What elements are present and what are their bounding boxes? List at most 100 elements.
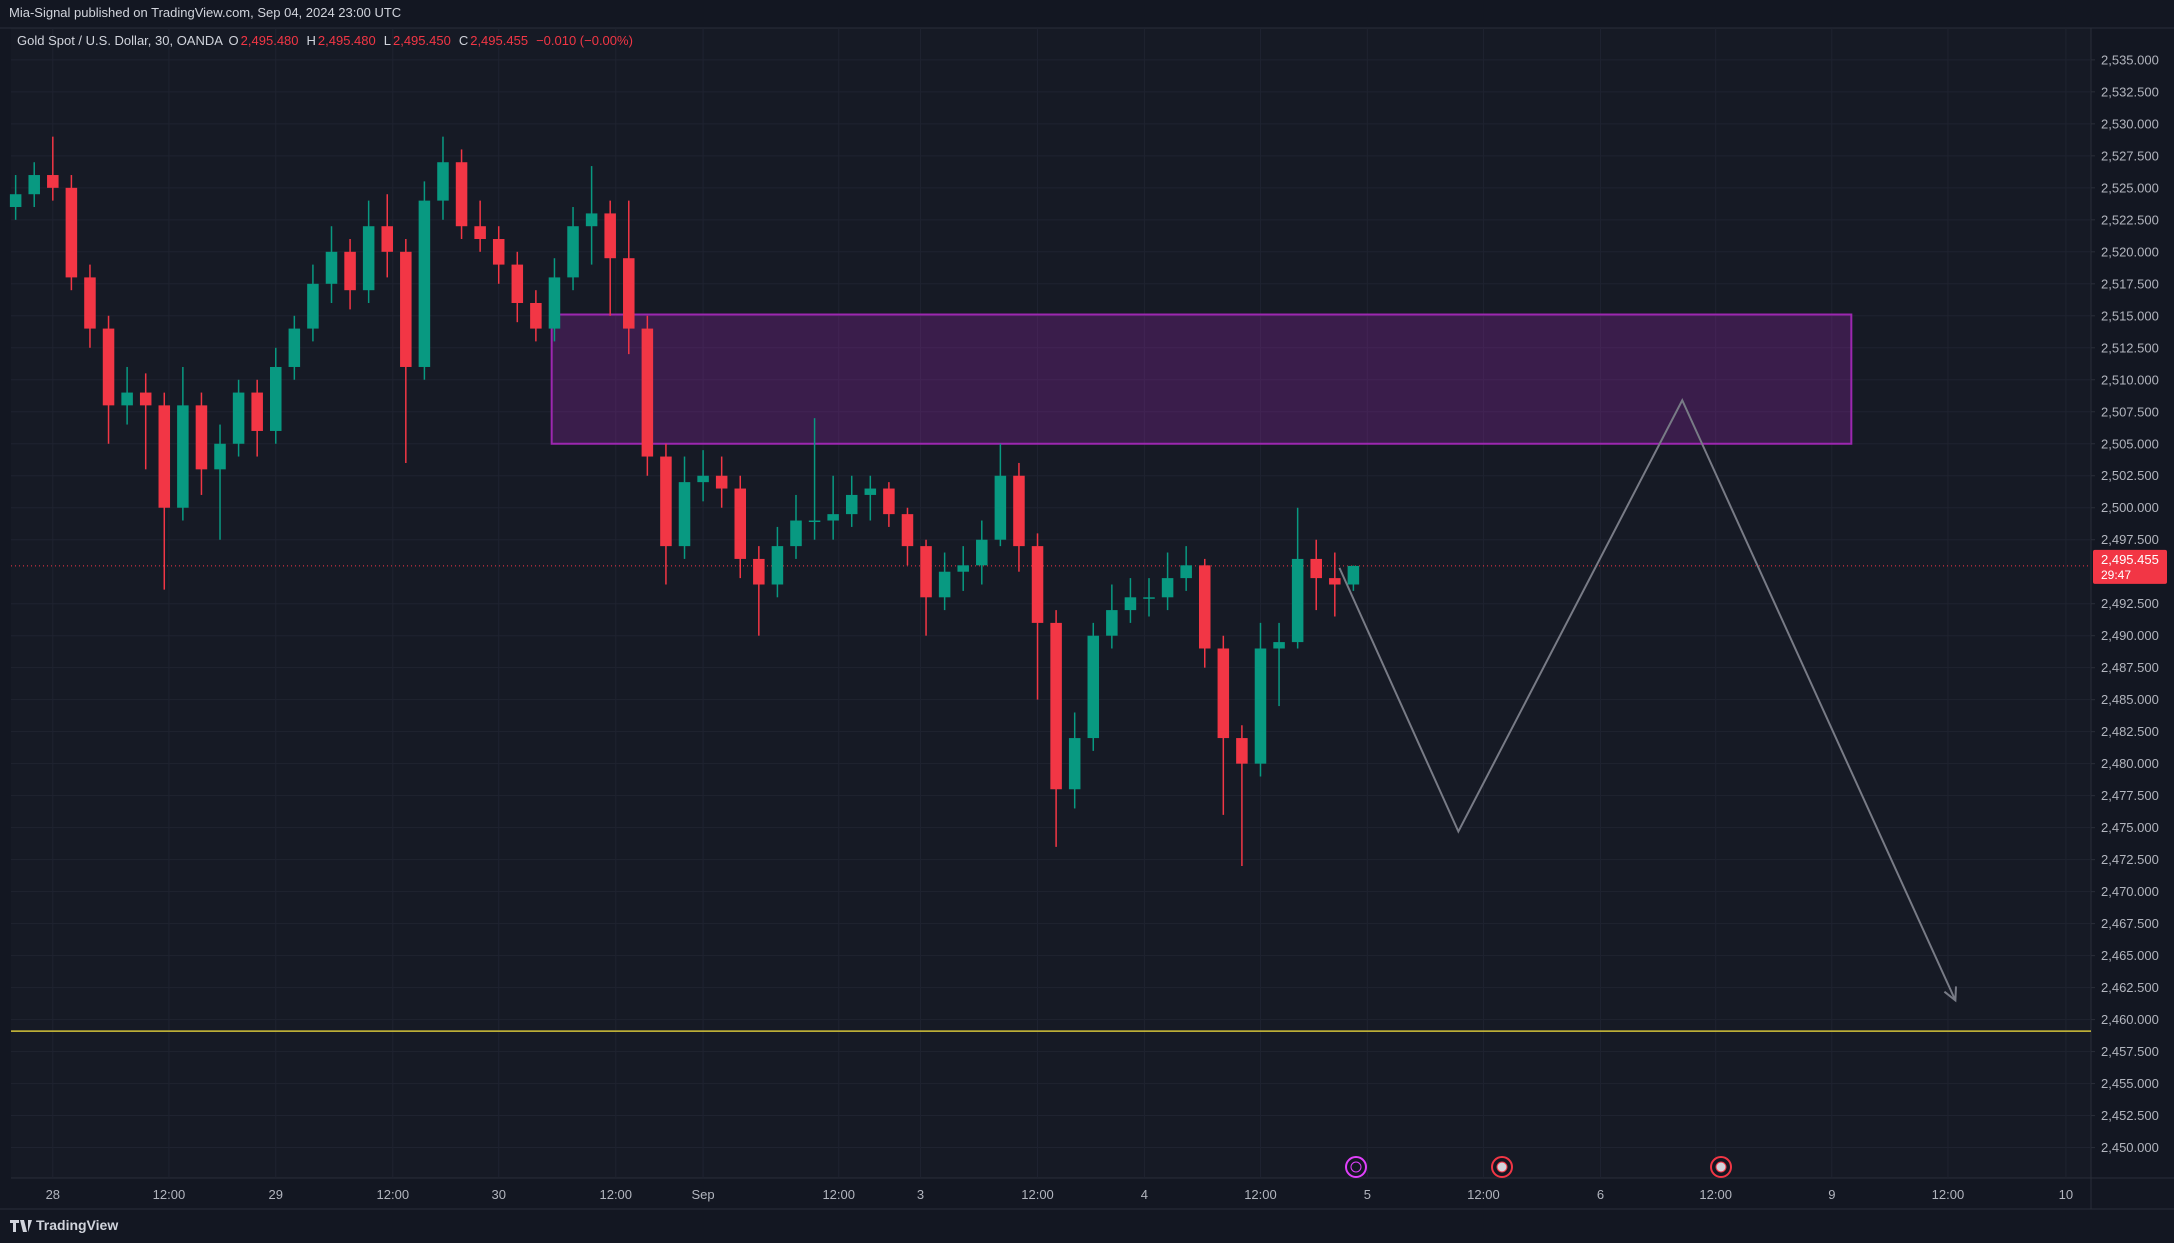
ohlc-key: C [458, 33, 469, 48]
candle-body [1291, 558, 1304, 643]
candle-body [251, 392, 263, 431]
candle-body [1068, 738, 1081, 790]
candle-body [1161, 578, 1174, 598]
y-tick-label: 2,530.000 [2101, 116, 2159, 131]
y-tick-label: 2,455.000 [2101, 1076, 2159, 1091]
y-tick-label: 2,477.500 [2101, 788, 2159, 803]
y-tick-label: 2,462.500 [2101, 980, 2159, 995]
candle-body [734, 488, 747, 559]
candle-body [530, 302, 542, 329]
x-tick-label: 4 [1141, 1187, 1148, 1202]
y-tick-label: 2,460.000 [2101, 1012, 2159, 1027]
candle-body [232, 392, 245, 444]
candle-body [9, 194, 22, 208]
candle-body [548, 277, 561, 329]
candle-body [1087, 635, 1100, 739]
y-tick-label: 2,487.500 [2101, 660, 2159, 675]
ohlc-key: L [383, 33, 391, 48]
candle-body [65, 187, 78, 278]
y-tick-label: 2,507.500 [2101, 404, 2159, 419]
ohlc-value: 2,495.480 [317, 33, 376, 48]
event-icon-inner [1496, 1161, 1508, 1173]
candle-body [1143, 597, 1155, 599]
candle-body [474, 226, 486, 240]
y-tick-label: 2,457.500 [2101, 1044, 2159, 1059]
candle-body [697, 475, 709, 483]
y-tick-label: 2,525.000 [2101, 180, 2159, 195]
candle-body [47, 175, 59, 188]
y-tick-label: 2,512.500 [2101, 340, 2159, 355]
y-tick-label: 2,520.000 [2101, 244, 2159, 259]
y-tick-label: 2,482.500 [2101, 724, 2159, 739]
candle-body [1329, 578, 1341, 585]
y-tick-label: 2,505.000 [2101, 436, 2159, 451]
x-tick-label: 12:00 [1021, 1187, 1054, 1202]
y-tick-label: 2,517.500 [2101, 276, 2159, 291]
candle-body [1198, 565, 1211, 649]
y-tick-label: 2,502.500 [2101, 468, 2159, 483]
candle-body [585, 213, 598, 227]
candle-body [771, 546, 784, 585]
candle-body [214, 443, 226, 470]
candle-body [957, 565, 969, 572]
last-price-label: 2,495.455 [2101, 552, 2159, 567]
brand-text: TradingView [36, 1217, 119, 1233]
candle-body [1013, 475, 1025, 547]
x-tick-label: 30 [491, 1187, 505, 1202]
candle-body [753, 558, 765, 585]
candle-body [437, 162, 449, 201]
x-tick-label: 12:00 [1467, 1187, 1500, 1202]
brand: TradingView [10, 1217, 118, 1233]
candle-body [158, 405, 171, 508]
x-tick-label: 9 [1828, 1187, 1835, 1202]
candle-body [1310, 558, 1322, 579]
candle-body [84, 277, 96, 329]
publisher: Mia-Signal published on TradingView.com,… [9, 5, 402, 20]
candle-body [901, 514, 914, 547]
x-tick-label: 12:00 [1699, 1187, 1732, 1202]
legend: Gold Spot / U.S. Dollar, 30, OANDA O 2,49… [17, 33, 641, 48]
last-price-countdown: 29:47 [2101, 568, 2131, 582]
candle-body [623, 258, 635, 329]
y-tick-label: 2,500.000 [2101, 500, 2159, 515]
candle-body [288, 328, 301, 367]
projection-arrow [1943, 986, 1957, 1003]
y-tick-label: 2,470.000 [2101, 884, 2159, 899]
plot-bg [11, 28, 2091, 1178]
y-tick-label: 2,492.500 [2101, 596, 2159, 611]
candle-body [400, 251, 412, 367]
y-tick-label: 2,522.500 [2101, 212, 2159, 227]
ohlc-key: O [228, 33, 239, 48]
y-tick-label: 2,490.000 [2101, 628, 2159, 643]
y-tick-label: 2,535.000 [2101, 52, 2159, 67]
change: −0.010 (−0.00%) [536, 33, 633, 48]
candle-body [139, 392, 152, 406]
candle-body [827, 514, 839, 521]
y-tick-label: 2,485.000 [2101, 692, 2159, 707]
candle-body [1273, 642, 1285, 649]
candle-body [455, 162, 468, 227]
candle-body [660, 456, 672, 547]
candle-body [1106, 610, 1118, 636]
candle-body [102, 328, 115, 406]
x-tick-label: 12:00 [599, 1187, 632, 1202]
candle-body [976, 539, 988, 566]
y-tick-label: 2,465.000 [2101, 948, 2159, 963]
candle-body [511, 264, 524, 303]
event-icon-inner [1715, 1161, 1727, 1173]
y-tick-label: 2,510.000 [2101, 372, 2159, 387]
x-tick-label: Sep [692, 1187, 715, 1202]
y-tick-label: 2,452.500 [2101, 1108, 2159, 1123]
candle-body [1050, 622, 1062, 790]
event-icon [1345, 1156, 1367, 1178]
candle-body [362, 226, 375, 291]
candle-body [883, 488, 895, 515]
candle-body [121, 392, 133, 406]
ohlc-value: 2,495.450 [392, 33, 451, 48]
candle-body [845, 494, 858, 515]
y-tick-label: 2,475.000 [2101, 820, 2159, 835]
x-tick-label: 12:00 [377, 1187, 410, 1202]
candle-body [1217, 648, 1230, 739]
y-tick-label: 2,515.000 [2101, 308, 2159, 323]
